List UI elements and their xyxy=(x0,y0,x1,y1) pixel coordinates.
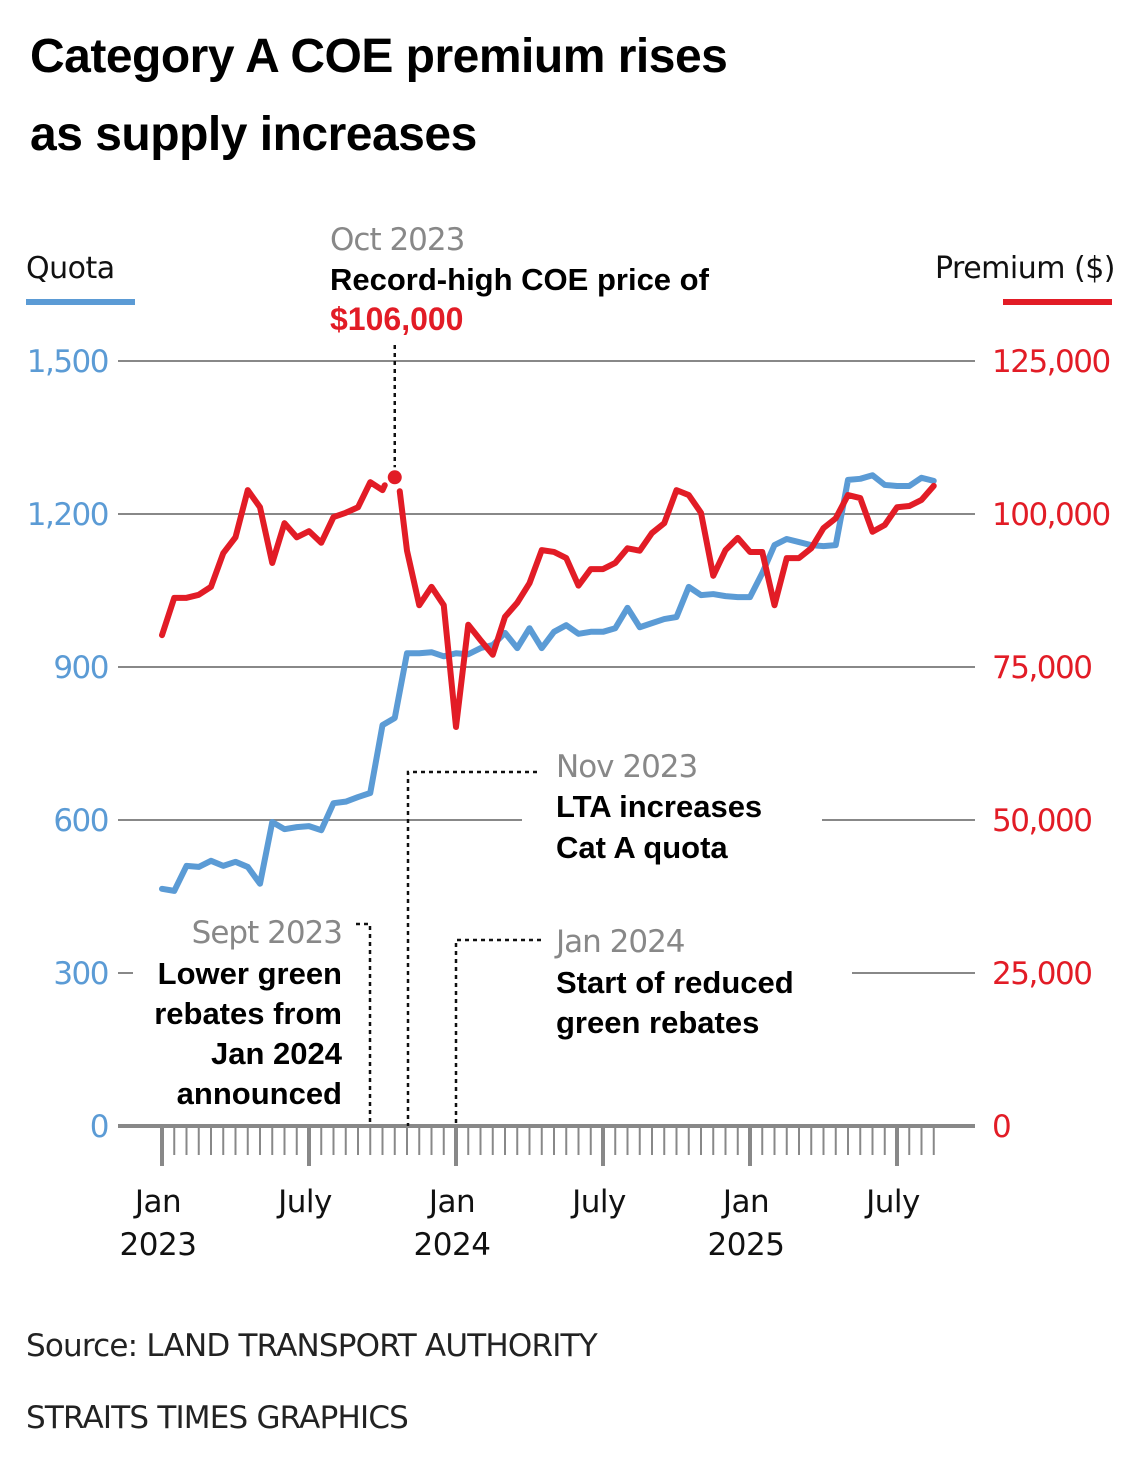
annotation-jan2024-line-1: Start of reduced xyxy=(556,965,794,1000)
series-lines xyxy=(159,470,937,894)
gridlines xyxy=(118,360,975,974)
annotation-sept2023-line-3: Jan 2024 xyxy=(211,1036,343,1071)
y-right-tick-label: 25,000 xyxy=(992,956,1091,992)
legend-swatch-quota xyxy=(26,299,135,305)
record-high-marker xyxy=(387,470,402,485)
legend-label-premium: Premium ($) xyxy=(935,251,1115,286)
y-axis-left: 0 300 600 900 1,200 1,500 xyxy=(27,344,110,1145)
chart-title-line-1: Category A COE premium rises xyxy=(30,30,728,83)
chart-title: Category A COE premium rises as supply i… xyxy=(30,18,1030,174)
leader-jan2024 xyxy=(454,938,541,1126)
y-right-tick-label: 75,000 xyxy=(992,650,1091,686)
x-tick-label: Jan xyxy=(721,1184,769,1220)
y-left-tick-label: 0 xyxy=(90,1109,108,1145)
y-left-tick-label: 900 xyxy=(53,650,108,686)
leader-nov2023 xyxy=(406,770,537,1126)
annotation-sept2023-line-4: announced xyxy=(177,1076,342,1111)
annotation-nov2023-line-1: LTA increases xyxy=(556,789,762,824)
y-left-tick-label: 600 xyxy=(53,803,108,839)
chart-title-line-2: as supply increases xyxy=(30,108,477,161)
graphics-credit: STRAITS TIMES GRAPHICS xyxy=(26,1400,409,1436)
annotation-jan2024-date: Jan 2024 xyxy=(554,924,685,960)
chart-canvas: Jan 2023 July Jan 2024 July Jan 2025 July 0 300 60… xyxy=(26,222,1116,1263)
y-axis-right: 0 25,000 50,000 75,000 100,000 125,000 xyxy=(992,344,1111,1145)
series-line-quota xyxy=(159,472,937,894)
annotation-oct2023-date: Oct 2023 xyxy=(330,222,464,258)
x-tick-label: Jan xyxy=(133,1184,181,1220)
annotation-leaders xyxy=(356,345,541,1126)
series-line-premium-part-2 xyxy=(396,482,937,730)
y-left-tick-label: 1,500 xyxy=(27,344,108,380)
y-right-tick-label: 100,000 xyxy=(992,497,1110,533)
y-right-tick-label: 0 xyxy=(992,1109,1010,1145)
annotation-oct2023-value: $106,000 xyxy=(330,301,463,337)
source-note: Source: LAND TRANSPORT AUTHORITY xyxy=(26,1328,598,1364)
x-tick-sublabel: 2024 xyxy=(414,1227,491,1263)
annotation-sept2023-date: Sept 2023 xyxy=(192,915,342,951)
x-tick-label: July xyxy=(864,1184,920,1220)
annotation-nov2023-line-2: Cat A quota xyxy=(556,830,728,865)
y-right-tick-label: 125,000 xyxy=(992,344,1110,380)
annotation-sept2023-line-1: Lower green xyxy=(158,956,342,991)
x-tick-sublabel: 2023 xyxy=(120,1227,197,1263)
series-line-premium-part-1 xyxy=(159,479,388,639)
x-tick-label: July xyxy=(570,1184,626,1220)
y-left-tick-label: 1,200 xyxy=(27,497,108,533)
annotations: Oct 2023 Record-high COE price of $106,0… xyxy=(154,222,794,1111)
annotation-nov2023-date: Nov 2023 xyxy=(556,749,697,785)
y-right-tick-label: 50,000 xyxy=(992,803,1091,839)
x-axis: Jan 2023 July Jan 2024 July Jan 2025 July xyxy=(118,1124,975,1263)
annotation-jan2024-line-2: green rebates xyxy=(556,1005,759,1040)
legend-swatch-premium xyxy=(1003,299,1112,305)
x-tick-sublabel: 2025 xyxy=(708,1227,785,1263)
x-tick-label: Jan xyxy=(427,1184,475,1220)
legend-label-quota: Quota xyxy=(26,251,115,286)
legend: Quota Premium ($) xyxy=(26,251,1116,305)
leader-sept2023 xyxy=(356,922,372,1126)
annotation-sept2023-line-2: rebates from xyxy=(154,996,342,1031)
annotation-oct2023-text: Record-high COE price of xyxy=(330,262,710,297)
y-left-tick-label: 300 xyxy=(53,956,108,992)
x-tick-label: July xyxy=(276,1184,332,1220)
